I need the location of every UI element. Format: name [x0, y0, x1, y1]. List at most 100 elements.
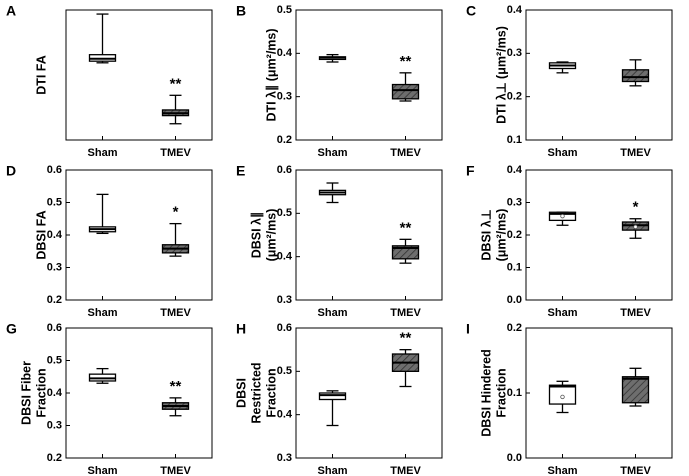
y-axis-label: Fraction: [34, 368, 48, 417]
y-axis-label: Fraction: [494, 368, 508, 417]
x-tick-label: Sham: [318, 465, 348, 476]
x-tick-label: Sham: [88, 307, 118, 319]
y-tick-label: 0.3: [507, 47, 522, 59]
y-tick-label: 0.4: [47, 387, 63, 399]
y-tick-label: 0.2: [507, 229, 522, 241]
plot-frame: [65, 169, 213, 301]
y-axis-label: DTI FA: [34, 55, 48, 95]
plot-frame: [295, 9, 443, 141]
y-tick-label: 0.3: [277, 294, 292, 306]
y-axis-label: DBSI Fiber: [19, 361, 33, 425]
x-tick-label: TMEV: [160, 465, 191, 476]
y-tick-label: 0.2: [47, 452, 62, 464]
y-tick-label: 0.5: [47, 196, 62, 208]
x-tick-label: TMEV: [620, 465, 651, 476]
y-tick-label: 0.3: [47, 261, 62, 273]
y-tick-label: 0.4: [277, 251, 293, 263]
plot-frame: [295, 327, 443, 459]
y-tick-label: 0.6: [277, 164, 292, 176]
y-tick-label: 0.5: [277, 4, 292, 16]
y-tick-label: 0.5: [277, 365, 292, 377]
panel-letter: H: [236, 321, 246, 337]
x-tick-label: Sham: [88, 147, 118, 159]
box: [318, 392, 347, 401]
plot-frame: [65, 9, 213, 141]
x-tick-label: Sham: [548, 307, 578, 319]
significance: **: [170, 75, 182, 92]
panel-letter: G: [6, 321, 17, 337]
x-tick-label: Sham: [548, 465, 578, 476]
box: [391, 83, 420, 100]
significance: **: [170, 378, 182, 395]
y-axis-label: DBSI: [234, 378, 248, 408]
panel-letter: C: [466, 3, 476, 19]
plot-frame: [525, 169, 673, 301]
y-tick-label: 0.2: [47, 294, 62, 306]
x-tick-label: TMEV: [390, 465, 421, 476]
y-axis-label: (μm²/ms): [264, 209, 278, 262]
y-axis-label: Fraction: [264, 368, 278, 417]
x-tick-label: TMEV: [160, 147, 191, 159]
panel-letter: A: [6, 3, 16, 19]
significance: **: [400, 219, 412, 236]
y-tick-label: 0.4: [507, 164, 523, 176]
y-tick-label: 0.1: [507, 387, 522, 399]
x-tick-label: Sham: [318, 307, 348, 319]
plot-frame: [295, 169, 443, 301]
y-tick-label: 0.4: [507, 4, 523, 16]
significance: *: [173, 204, 179, 221]
y-axis-label: DBSI λ∥: [249, 212, 264, 259]
plot-frame: [525, 9, 673, 141]
box: [548, 384, 577, 405]
y-tick-label: 0.4: [47, 229, 63, 241]
panel-letter: F: [466, 163, 475, 179]
y-tick-label: 0.2: [507, 91, 522, 103]
significance: **: [400, 330, 412, 347]
y-tick-label: 0.4: [277, 47, 293, 59]
y-axis-label: DBSI FA: [34, 210, 48, 259]
x-tick-label: TMEV: [390, 307, 421, 319]
y-tick-label: 0.3: [507, 196, 522, 208]
y-tick-label: 0.5: [277, 207, 292, 219]
y-tick-label: 0.1: [507, 261, 522, 273]
y-tick-label: 0.2: [507, 322, 522, 334]
box: [621, 376, 650, 404]
y-axis-label: DBSI λ⊥: [479, 209, 493, 260]
mean: [560, 394, 565, 400]
x-tick-label: Sham: [88, 465, 118, 476]
mean: [633, 224, 638, 230]
y-tick-label: 0.3: [277, 452, 292, 464]
panel-letter: B: [236, 3, 246, 19]
y-tick-label: 0.3: [277, 91, 292, 103]
plot-frame: [525, 327, 673, 459]
significance: **: [400, 53, 412, 70]
y-tick-label: 0.3: [47, 419, 62, 431]
y-tick-label: 0.0: [507, 294, 522, 306]
panel-letter: I: [466, 321, 470, 337]
y-axis-label: DBSI Hindered: [479, 349, 493, 437]
significance: *: [633, 199, 639, 216]
x-tick-label: TMEV: [160, 307, 191, 319]
y-tick-label: 0.4: [277, 409, 293, 421]
x-tick-label: TMEV: [620, 147, 651, 159]
y-axis-label: DTI λ∥ (μm²/ms): [264, 28, 279, 121]
y-tick-label: 0.1: [507, 134, 522, 146]
x-tick-label: TMEV: [620, 307, 651, 319]
mean: [560, 213, 565, 219]
plot-frame: [65, 327, 213, 459]
y-tick-label: 0.5: [47, 354, 62, 366]
x-tick-label: TMEV: [390, 147, 421, 159]
y-tick-label: 0.6: [47, 164, 62, 176]
y-tick-label: 0.2: [277, 134, 292, 146]
panel-letter: D: [6, 163, 16, 179]
y-tick-label: 0.6: [277, 322, 292, 334]
y-axis-label: (μm²/ms): [494, 209, 508, 262]
panel-letter: E: [236, 163, 245, 179]
box: [621, 69, 650, 83]
y-tick-label: 0.0: [507, 452, 522, 464]
x-tick-label: Sham: [548, 147, 578, 159]
y-axis-label: DTI λ⊥ (μm²/ms): [494, 26, 508, 124]
y-tick-label: 0.6: [47, 322, 62, 334]
y-axis-label: Restricted: [249, 362, 263, 423]
